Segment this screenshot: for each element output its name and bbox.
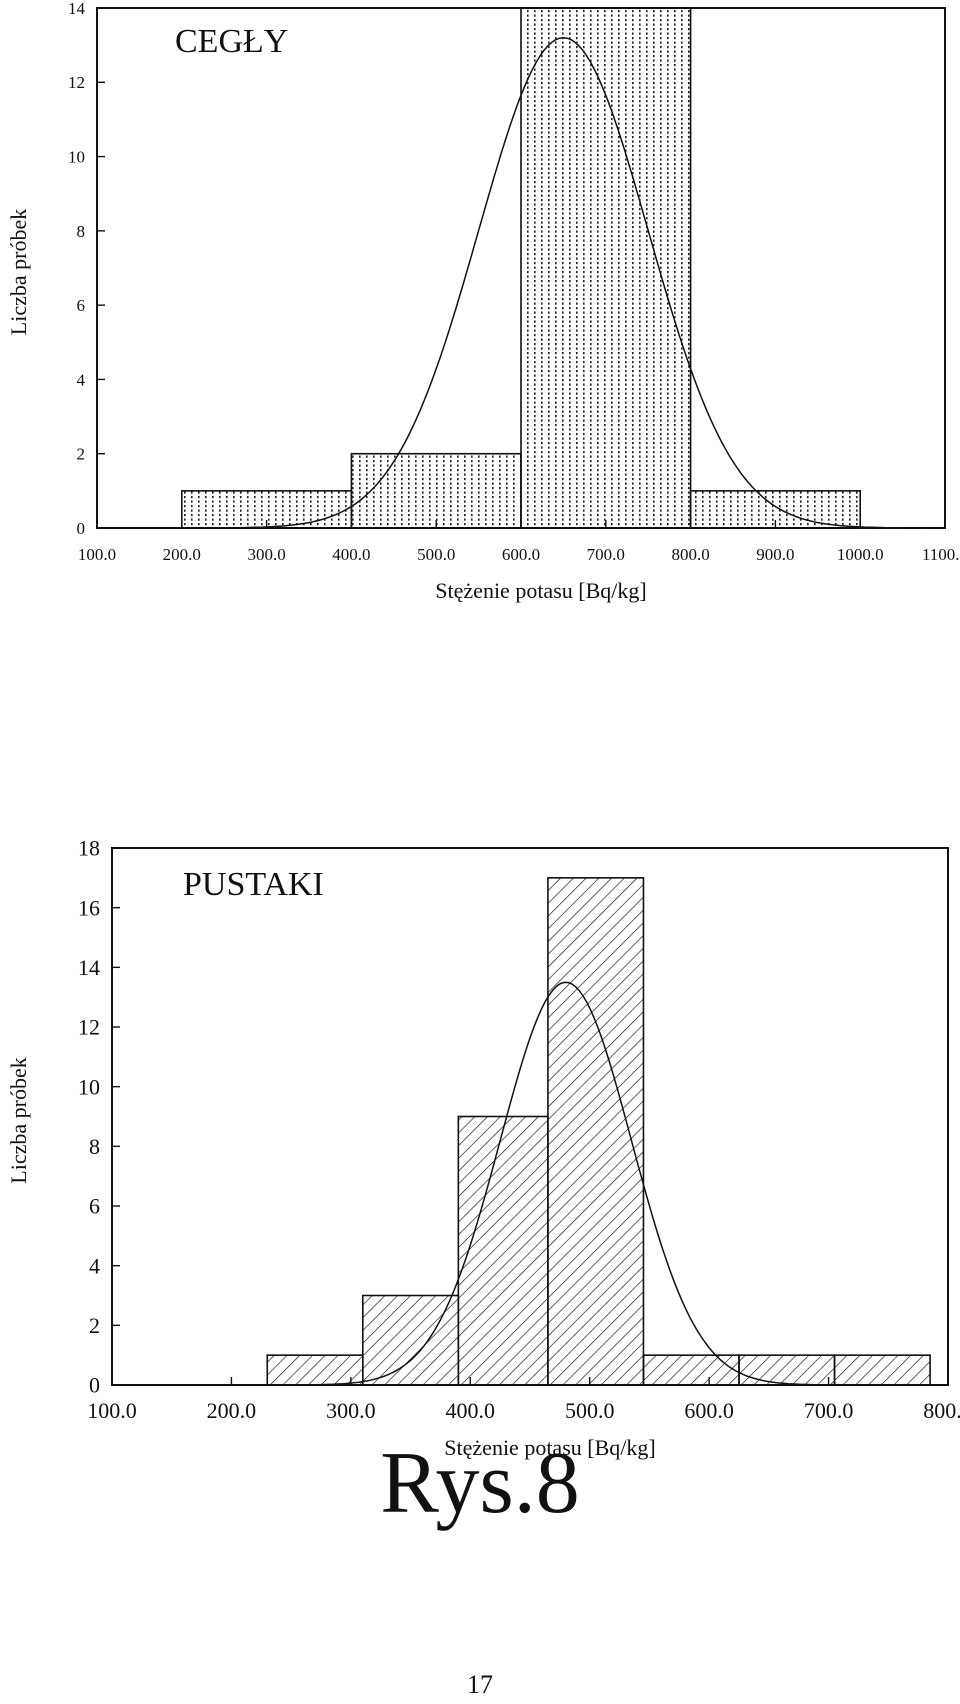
x-tick-label: 800.0: [671, 545, 709, 564]
y-axis-label: Liczba próbek: [6, 209, 31, 335]
x-tick-label: 800.0: [923, 1398, 960, 1423]
y-tick-label: 14: [78, 955, 100, 980]
fit-curve: [112, 981, 948, 1386]
x-axis-label: Stężenie potasu [Bq/kg]: [435, 578, 646, 603]
histogram-bar: [521, 8, 691, 528]
figure-caption: Rys.8: [380, 1435, 580, 1532]
panel-label: PUSTAKI: [183, 866, 324, 903]
y-tick-label: 12: [68, 73, 85, 92]
x-tick-label: 100.0: [78, 545, 116, 564]
fit-curve: [97, 36, 945, 529]
x-tick-label: 600.0: [502, 545, 540, 564]
histogram-bar: [362, 1295, 459, 1385]
x-axis-label: Stężenie potasu [Bq/kg]: [444, 1435, 655, 1460]
histogram-bar: [643, 1355, 739, 1385]
y-tick-label: 16: [78, 895, 100, 920]
x-tick-label: 1100.0: [922, 545, 960, 564]
y-tick-label: 0: [77, 519, 86, 538]
x-tick-label: 600.0: [684, 1398, 734, 1423]
y-tick-label: 14: [68, 0, 86, 18]
x-tick-label: 200.0: [207, 1398, 257, 1423]
panel-label: CEGŁY: [175, 23, 288, 60]
y-tick-label: 10: [78, 1074, 100, 1099]
y-tick-label: 8: [89, 1134, 100, 1159]
x-tick-label: 300.0: [326, 1398, 376, 1423]
x-tick-label: 200.0: [163, 545, 201, 564]
histogram-bar: [739, 1355, 835, 1385]
page-number: 17: [467, 1670, 493, 1699]
y-axis-label: Liczba próbek: [6, 1057, 31, 1183]
histogram-bar-outline: [547, 877, 645, 1386]
y-tick-label: 8: [77, 222, 86, 241]
x-tick-label: 300.0: [247, 545, 285, 564]
y-tick-label: 18: [78, 836, 100, 861]
x-tick-label: 500.0: [417, 545, 455, 564]
chart-cegly: 0 2 4 6 8 10 12 14 100.0 200.0 300.0 400.0 500.0 600.…: [6, 0, 960, 603]
x-tick-label: 700.0: [587, 545, 625, 564]
x-tick-label: 900.0: [756, 545, 794, 564]
x-tick-label: 500.0: [565, 1398, 615, 1423]
y-tick-label: 2: [77, 445, 86, 464]
x-tick-label: 700.0: [804, 1398, 854, 1423]
chart-pustaki: 0 2 4 6 8 10 12 14 16 18 100.0 200.0 300.0 400.0 500.0…: [6, 836, 960, 1460]
y-tick-label: 0: [89, 1373, 100, 1398]
y-tick-label: 6: [89, 1194, 100, 1219]
y-tick-label: 10: [68, 148, 85, 167]
x-tick-label: 100.0: [87, 1398, 137, 1423]
histogram-bar: [351, 453, 521, 528]
x-tick-label: 1000.0: [837, 545, 884, 564]
y-tick-label: 4: [77, 370, 86, 389]
y-tick-label: 2: [89, 1313, 100, 1338]
y-tick-label: 6: [77, 296, 86, 315]
histogram-bar: [834, 1355, 931, 1385]
x-tick-label: 400.0: [446, 1398, 496, 1423]
y-tick-label: 4: [89, 1253, 100, 1278]
y-tick-label: 12: [78, 1015, 100, 1040]
histogram-bar: [458, 1116, 548, 1385]
x-tick-label: 400.0: [332, 545, 370, 564]
histogram-bar: [267, 1355, 363, 1385]
histogram-bar: [547, 877, 644, 1385]
